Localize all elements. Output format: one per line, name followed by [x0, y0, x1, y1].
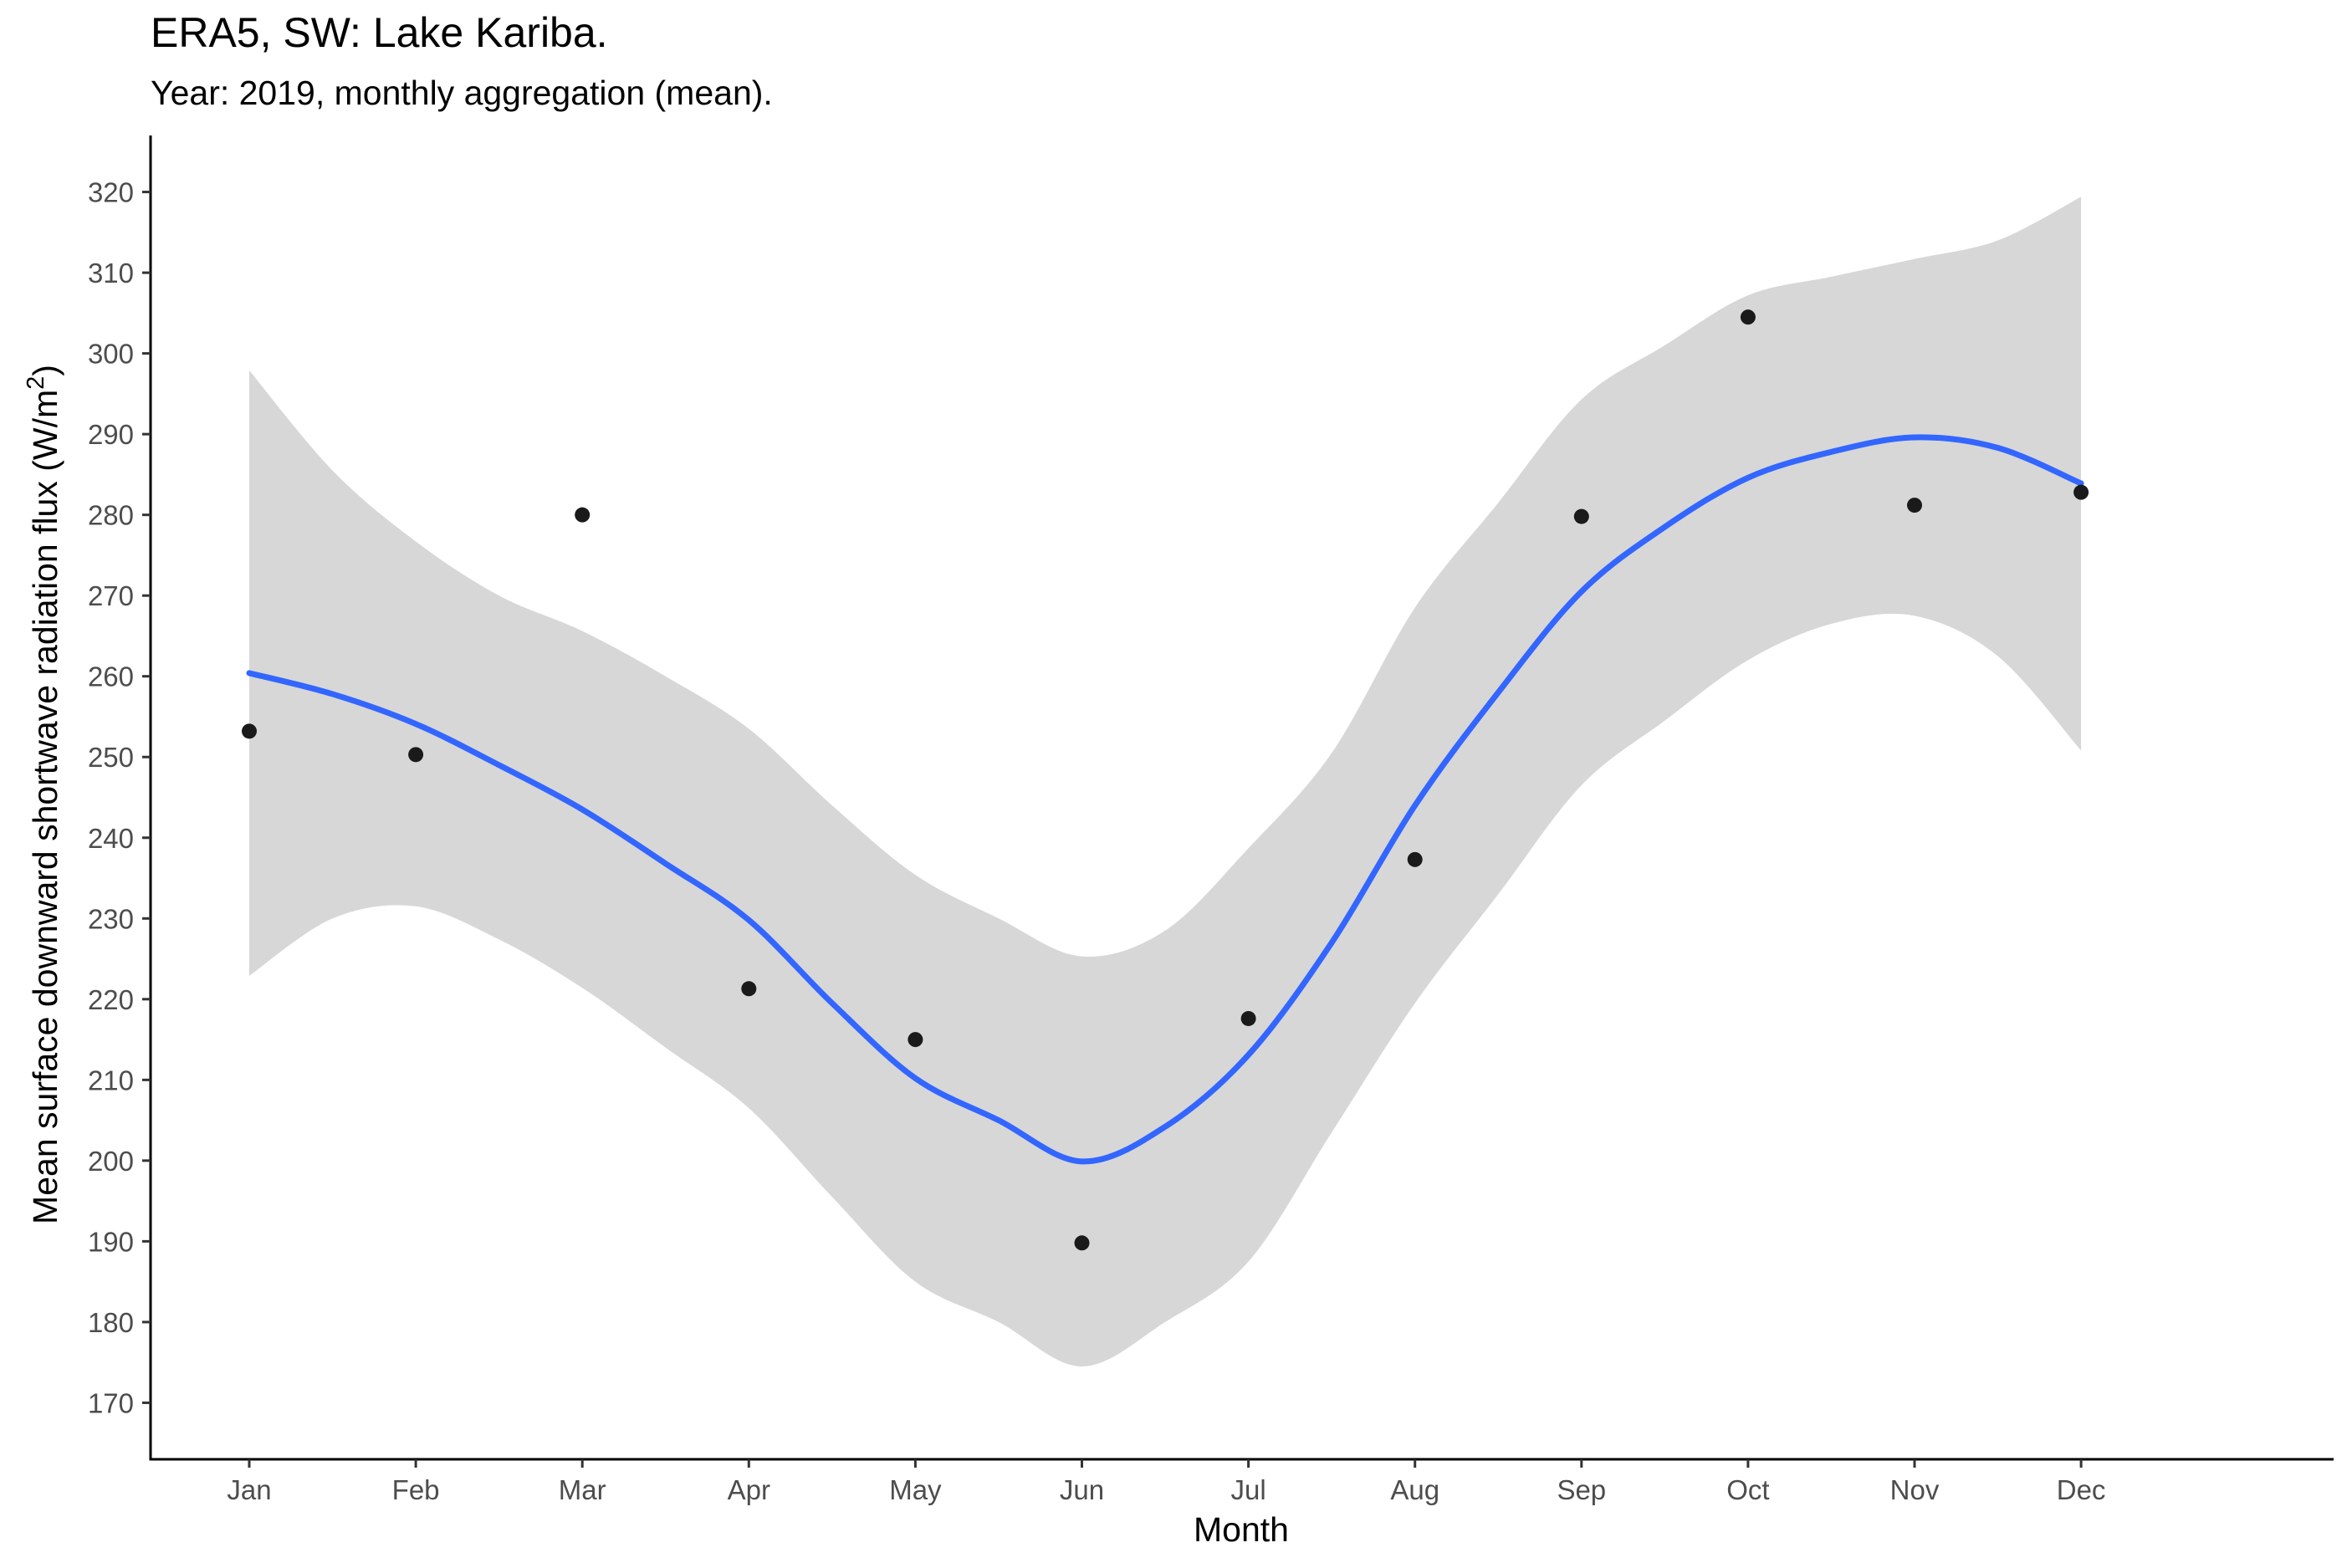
- y-tick-label-190: 190: [88, 1226, 134, 1257]
- data-point-sep: [1573, 508, 1589, 524]
- y-tick-label-290: 290: [88, 419, 134, 450]
- x-tick-label-jan: Jan: [227, 1474, 271, 1505]
- y-tick-label-280: 280: [88, 500, 134, 531]
- chart-subtitle: Year: 2019, monthly aggregation (mean).: [151, 74, 773, 112]
- chart-title: ERA5, SW: Lake Kariba.: [151, 9, 608, 56]
- y-tick-label-180: 180: [88, 1307, 134, 1338]
- y-tick-label-250: 250: [88, 742, 134, 773]
- y-tick-label-230: 230: [88, 903, 134, 934]
- x-axis-title: Month: [1194, 1510, 1289, 1549]
- data-point-jul: [1240, 1010, 1256, 1026]
- x-tick-label-jul: Jul: [1231, 1474, 1266, 1505]
- y-tick-label-220: 220: [88, 984, 134, 1015]
- y-tick-label-200: 200: [88, 1146, 134, 1177]
- y-tick-label-310: 310: [88, 258, 134, 289]
- data-point-oct: [1740, 309, 1756, 325]
- data-point-mar: [575, 507, 591, 523]
- data-point-dec: [2073, 484, 2089, 500]
- data-point-may: [908, 1032, 923, 1048]
- smooth-trend-line: [246, 434, 2084, 1165]
- y-axis-title: Mean surface downward shortwave radiatio…: [23, 365, 64, 1224]
- confidence-band-layer: [249, 197, 2082, 1367]
- x-tick-label-oct: Oct: [1726, 1474, 1769, 1505]
- data-point-nov: [1907, 498, 1922, 513]
- x-tick-label-feb: Feb: [392, 1474, 440, 1505]
- data-point-feb: [408, 747, 424, 763]
- y-axis-title-superscript: 2: [23, 376, 49, 390]
- y-tick-label-270: 270: [88, 580, 134, 611]
- y-tick-label-260: 260: [88, 661, 134, 692]
- data-point-aug: [1407, 851, 1423, 867]
- axes-layer: 170 180 190 200 210 220 230 240 250 260 270 280 290 3…: [88, 135, 2334, 1505]
- data-points-layer: [242, 309, 2089, 1251]
- x-tick-label-mar: Mar: [559, 1474, 606, 1505]
- y-tick-label-210: 210: [88, 1065, 134, 1096]
- x-tick-label-jun: Jun: [1060, 1474, 1104, 1505]
- x-tick-label-may: May: [889, 1474, 942, 1505]
- y-axis-title-main: Mean surface downward shortwave radiatio…: [26, 390, 64, 1224]
- data-point-jan: [242, 723, 257, 739]
- data-point-apr: [741, 981, 757, 997]
- smooth-line-layer: [246, 434, 2084, 1165]
- x-tick-label-nov: Nov: [1890, 1474, 1940, 1505]
- y-axis-title-close: ): [26, 365, 64, 376]
- x-tick-label-dec: Dec: [2057, 1474, 2106, 1505]
- confidence-band: [249, 197, 2082, 1367]
- y-tick-label-170: 170: [88, 1387, 134, 1418]
- data-point-jun: [1074, 1235, 1090, 1251]
- y-tick-label-240: 240: [88, 823, 134, 854]
- x-tick-label-sep: Sep: [1557, 1474, 1606, 1505]
- x-tick-label-aug: Aug: [1390, 1474, 1439, 1505]
- x-tick-label-apr: Apr: [728, 1474, 770, 1505]
- y-tick-label-300: 300: [88, 339, 134, 370]
- y-tick-label-320: 320: [88, 177, 134, 208]
